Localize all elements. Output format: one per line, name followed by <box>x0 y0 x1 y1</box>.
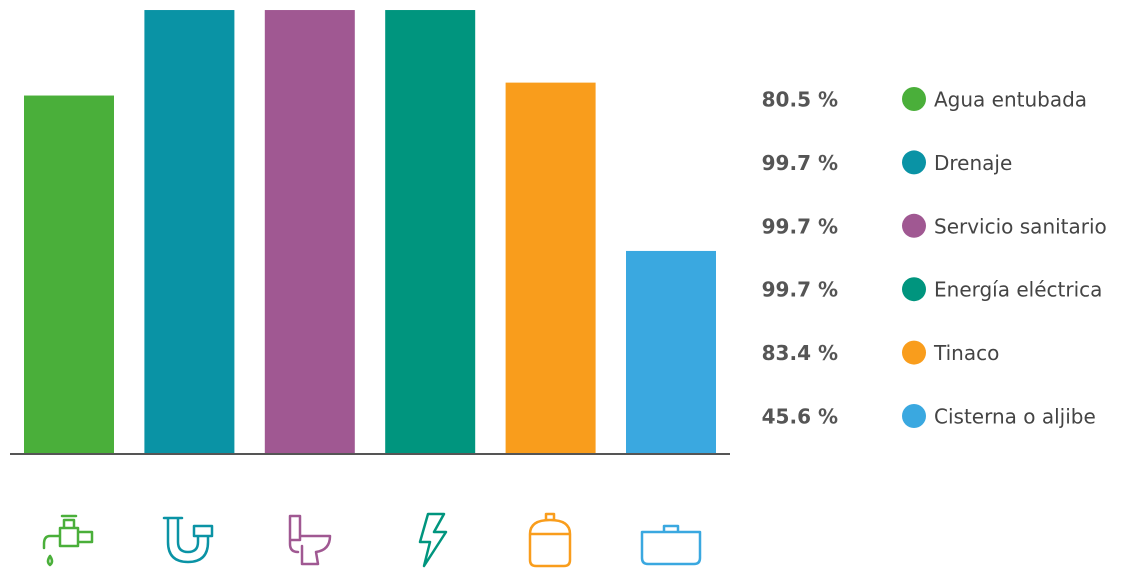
value-label: 99.7 % <box>762 151 838 175</box>
bar <box>144 10 235 455</box>
pipe-icon <box>162 516 214 564</box>
legend-label: Cisterna o aljibe <box>934 405 1096 429</box>
legend-dot <box>902 277 926 302</box>
value-label: 83.4 % <box>762 341 838 365</box>
legend-dot <box>902 340 926 365</box>
bar <box>264 10 355 455</box>
legend-label: Tinaco <box>933 341 999 365</box>
bar <box>505 82 596 454</box>
legend-dot <box>902 150 926 175</box>
bar <box>24 95 114 454</box>
legend-label: Energía eléctrica <box>934 278 1102 302</box>
value-label: 99.7 % <box>762 278 838 302</box>
icons <box>42 512 702 568</box>
value-label: 99.7 % <box>762 214 838 238</box>
bolt-icon <box>418 512 448 568</box>
legend-dot <box>902 213 926 238</box>
legend-dot <box>902 404 926 428</box>
legend-label: Agua entubada <box>934 88 1087 112</box>
cistern-icon <box>640 524 702 566</box>
bar <box>626 250 716 454</box>
value-label: 45.6 % <box>762 405 838 429</box>
value-label: 80.5 % <box>762 88 838 112</box>
faucet-icon <box>42 514 94 567</box>
toilet-icon <box>288 514 332 566</box>
legend-label: Servicio sanitario <box>934 214 1107 238</box>
legend-dot <box>902 87 926 111</box>
legend-label: Drenaje <box>934 151 1012 175</box>
tank-icon <box>528 512 572 568</box>
bar <box>385 10 476 455</box>
